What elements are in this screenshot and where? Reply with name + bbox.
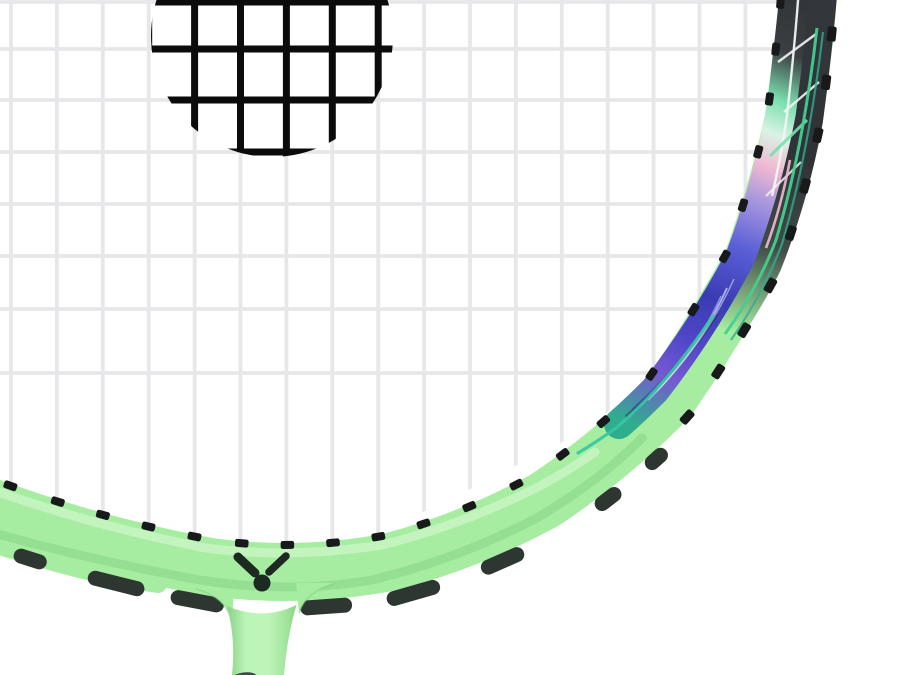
- grommet: [95, 509, 110, 521]
- grommet: [645, 367, 658, 381]
- grommets: [3, 0, 837, 549]
- grommet: [679, 409, 695, 425]
- grommet: [3, 480, 18, 492]
- grommet: [555, 447, 570, 461]
- grommet: [50, 496, 65, 507]
- grommet: [763, 277, 778, 294]
- grommet: [784, 225, 797, 241]
- grommet: [812, 127, 824, 144]
- grommet-strip: [170, 590, 224, 613]
- shaft: [227, 605, 297, 675]
- grommet: [799, 178, 811, 194]
- t-joint-fillet-crease: [298, 582, 337, 614]
- grommet: [771, 42, 781, 56]
- t-joint-fillet-left: [196, 589, 234, 622]
- grommet: [371, 531, 386, 542]
- t-joint: [195, 552, 337, 675]
- grommet-strip: [644, 447, 668, 471]
- grommet: [737, 322, 752, 339]
- green-rib-line: [723, 27, 819, 335]
- teal-inner-edge-line: [576, 314, 715, 455]
- grommet: [141, 521, 156, 532]
- grommet: [687, 302, 700, 317]
- victor-logo-ball: [253, 574, 271, 592]
- grommet: [187, 531, 202, 542]
- victor-t-logo: [233, 552, 290, 592]
- grommet: [462, 500, 477, 513]
- grommet: [737, 198, 749, 213]
- t-joint-fillet-right: [296, 583, 336, 613]
- victor-logo-right-arm: [265, 552, 290, 576]
- white-streak: [777, 33, 817, 63]
- grommet-strip: [13, 548, 47, 570]
- frame-highlight-line: [0, 447, 600, 558]
- grommet-strip: [87, 570, 145, 597]
- pink-streak: [764, 159, 792, 249]
- white-streak: [783, 81, 820, 113]
- grommet-strip: [386, 579, 441, 606]
- grommet-strip: [300, 597, 353, 616]
- mint-streak: [768, 118, 809, 158]
- grommet: [718, 249, 731, 264]
- grommet: [509, 478, 524, 491]
- grommet: [764, 92, 775, 106]
- green-rib-line: [730, 31, 825, 341]
- frame-shadow-line: [0, 433, 647, 592]
- grommet: [280, 540, 295, 549]
- victor-logo-left-arm: [233, 552, 260, 578]
- moire-line: [656, 278, 735, 392]
- grommet: [326, 538, 340, 548]
- grommet-strip: [480, 547, 525, 575]
- grommet: [234, 538, 249, 548]
- grommet: [826, 26, 837, 42]
- grommet: [820, 74, 832, 91]
- grommet-strips: [13, 447, 668, 616]
- grommet: [596, 415, 611, 429]
- decal-accents: [576, 0, 825, 455]
- grommet: [753, 144, 764, 159]
- white-separator-line: [770, 0, 800, 197]
- grommet-strip: [594, 486, 622, 512]
- grommet: [776, 0, 785, 9]
- grommet: [711, 363, 726, 380]
- grommet: [416, 518, 431, 530]
